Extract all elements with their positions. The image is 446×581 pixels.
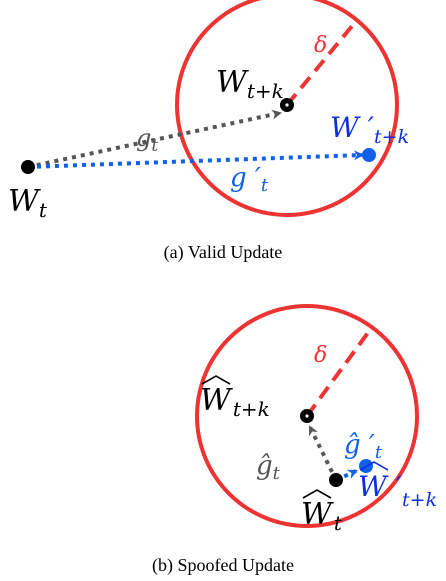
panel-valid-update: δ Wt+k gt W ′t+k g ′t Wt (a) Valid Updat… [8,0,409,263]
point-w-prime-t-plus-k [362,148,376,162]
label-w-hat-prime-t-plus-k: W ′t+k [358,462,437,511]
svg-text:Wt+k: Wt+k [200,383,270,421]
label-g-prime-t: g ′t [230,163,269,196]
label-w-t-plus-k: Wt+k [216,65,284,103]
delta-label-b: δ [314,343,327,368]
caption-b: (b) Spoofed Update [152,555,294,576]
caption-a: (a) Valid Update [164,242,283,263]
label-g-hat-prime-t: ĝ ′t [344,430,383,463]
label-w-t: Wt [8,184,48,222]
label-g-hat-t: ĝt [256,451,281,484]
svg-text:Wt: Wt [301,497,343,535]
point-w-hat-t [329,473,343,487]
point-w-t [21,160,35,174]
delta-label-a: δ [314,33,327,58]
label-g-t: gt [136,124,158,156]
gradient-g-hat-arrow [310,427,336,480]
